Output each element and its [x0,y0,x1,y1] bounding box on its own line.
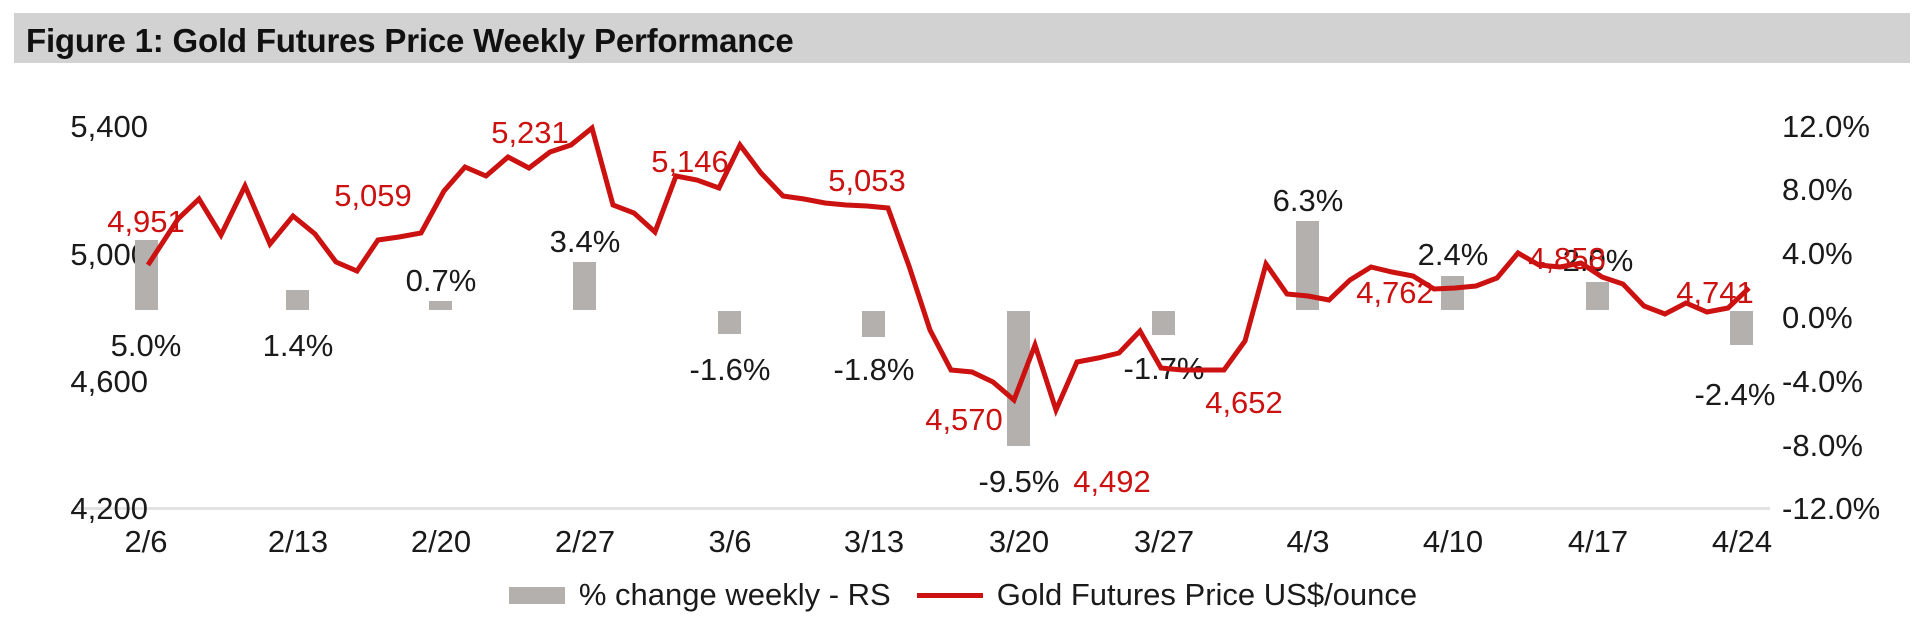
bar-swatch-icon [508,586,565,604]
line-label-4652: 4,652 [1205,385,1283,420]
bar-label-3-27: -1.7% [1123,351,1205,386]
bar-2-27 [573,262,596,310]
legend-label-pct-change: % change weekly - RS [578,577,891,612]
line-label-4858: 4,858 [1528,241,1606,276]
bar-label-4-3: 6.3% [1272,183,1344,218]
legend-item-gold-price[interactable]: Gold Futures Price US$/ounce [916,577,1418,613]
line-label-5231: 5,231 [491,115,569,150]
x-axis-tick-2-13: 2/13 [267,524,329,559]
x-axis-tick-3-13: 3/13 [843,524,905,559]
bar-3-27 [1152,311,1175,335]
bar-4-24 [1730,311,1753,345]
line-label-5146: 5,146 [651,144,729,179]
chart-legend: % change weekly - RS Gold Futures Price … [0,571,1926,619]
bar-3-6 [718,311,741,334]
y-axis-right-tick-4: 4.0% [1782,236,1853,271]
line-label-5059: 5,059 [334,178,412,213]
x-axis-tick-2-20: 2/20 [410,524,472,559]
bar-label-3-20: -9.5% [978,464,1060,499]
x-axis-tick-3-6: 3/6 [708,524,752,559]
line-swatch-icon [916,592,983,598]
axis-baseline [75,507,1770,510]
legend-item-pct-change[interactable]: % change weekly - RS [508,577,891,613]
bar-2-20 [429,301,452,310]
y-axis-left-tick-4600: 4,600 [70,364,148,399]
x-axis-tick-2-6: 2/6 [124,524,168,559]
bar-label-4-24: -2.4% [1694,377,1776,412]
bar-2-13 [286,290,309,310]
bar-label-2-13: 1.4% [262,328,334,363]
line-label-5053: 5,053 [828,163,906,198]
y-axis-right-tick-12: 12.0% [1782,109,1870,144]
bar-label-2-6: 5.0% [110,328,182,363]
y-axis-left-tick-5400: 5,400 [70,109,148,144]
y-axis-right-tick-neg8: -8.0% [1782,428,1863,463]
x-axis-tick-2-27: 2/27 [554,524,616,559]
line-label-4951: 4,951 [107,204,185,239]
x-axis-tick-4-24: 4/24 [1711,524,1773,559]
x-axis-tick-4-17: 4/17 [1567,524,1629,559]
line-label-4570: 4,570 [925,402,1003,437]
x-axis-tick-3-20: 3/20 [988,524,1050,559]
line-label-4741: 4,741 [1676,275,1754,310]
bar-2-6 [135,240,158,310]
bar-label-3-13: -1.8% [833,352,915,387]
title-band [14,13,1910,63]
bar-4-17 [1586,282,1609,310]
legend-label-gold-price: Gold Futures Price US$/ounce [996,577,1418,612]
bar-label-2-20: 0.7% [405,263,477,298]
y-axis-right-tick-neg4: -4.0% [1782,364,1863,399]
y-axis-right-tick-neg12: -12.0% [1782,491,1881,526]
x-axis-tick-3-27: 3/27 [1133,524,1195,559]
y-axis-right-tick-0: 0.0% [1782,300,1853,335]
page-title: Figure 1: Gold Futures Price Weekly Perf… [26,22,794,59]
bar-label-3-6: -1.6% [689,352,771,387]
line-label-4762: 4,762 [1356,275,1434,310]
bar-label-2-27: 3.4% [549,224,621,259]
x-axis-tick-4-3: 4/3 [1286,524,1330,559]
y-axis-left-tick-4200: 4,200 [70,491,148,526]
bar-3-13 [862,311,885,337]
line-label-4492: 4,492 [1073,464,1151,499]
y-axis-left-tick-5000: 5,000 [70,237,148,272]
y-axis-right-tick-8: 8.0% [1782,172,1853,207]
x-axis-tick-4-10: 4/10 [1422,524,1484,559]
